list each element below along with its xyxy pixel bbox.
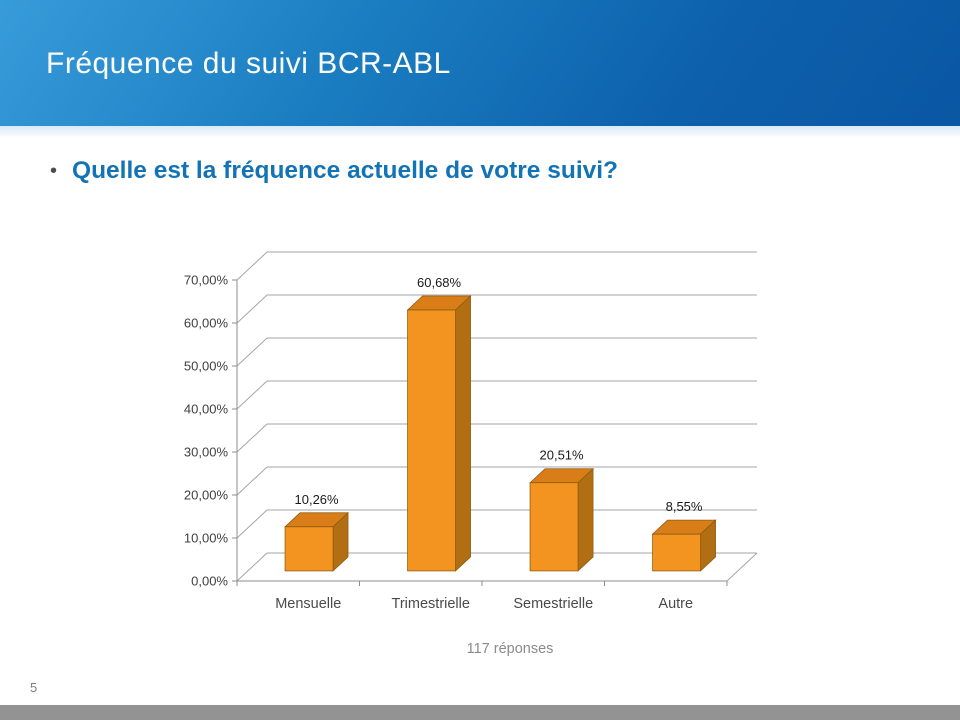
slide-header: Fréquence du suivi BCR-ABL — [0, 0, 960, 126]
bar-trimestrielle-front — [407, 309, 456, 572]
gridline-depth — [236, 552, 268, 582]
floor-right-edge — [726, 552, 758, 582]
y-tick-label: 10,00% — [184, 531, 229, 546]
category-label: Semestrielle — [513, 596, 593, 612]
gridline-depth — [236, 509, 268, 539]
y-tick-label: 30,00% — [184, 445, 229, 460]
bar-mensuelle-front — [284, 526, 334, 572]
y-tick-label: 70,00% — [184, 273, 229, 288]
page-title: Fréquence du suivi BCR-ABL — [46, 47, 451, 80]
category-label: Autre — [658, 596, 693, 612]
category-label: Mensuelle — [275, 596, 341, 612]
chart-note: 117 réponses — [466, 641, 554, 657]
data-label: 10,26% — [295, 492, 340, 507]
bullet-icon: • — [50, 160, 58, 182]
category-label: Trimestrielle — [392, 596, 470, 612]
gridline-depth — [236, 294, 268, 324]
y-tick-label: 40,00% — [184, 402, 229, 417]
data-label: 8,55% — [666, 499, 703, 514]
gridline-depth — [236, 251, 268, 281]
gridline-depth — [236, 466, 268, 496]
page-number: 5 — [30, 680, 38, 695]
y-tick-label: 50,00% — [184, 359, 229, 374]
bar-trimestrielle-side — [455, 295, 471, 572]
footer-bar — [0, 705, 960, 720]
header-fade-divider — [0, 126, 960, 138]
question-bullet-row: • Quelle est la fréquence actuelle de vo… — [50, 155, 618, 187]
y-tick-label: 20,00% — [184, 488, 229, 503]
bar-semestrielle-front — [529, 482, 579, 572]
gridline-depth — [236, 337, 268, 367]
gridline-depth — [236, 423, 268, 453]
y-tick-label: 0,00% — [191, 574, 228, 589]
y-tick-label: 60,00% — [184, 316, 229, 331]
question-text: Quelle est la fréquence actuelle de votr… — [72, 157, 619, 184]
bar-semestrielle-side — [577, 467, 594, 572]
gridline-depth — [236, 380, 268, 410]
bar-autre-front — [652, 533, 701, 572]
data-label: 60,68% — [417, 275, 462, 290]
data-label: 20,51% — [540, 448, 585, 463]
